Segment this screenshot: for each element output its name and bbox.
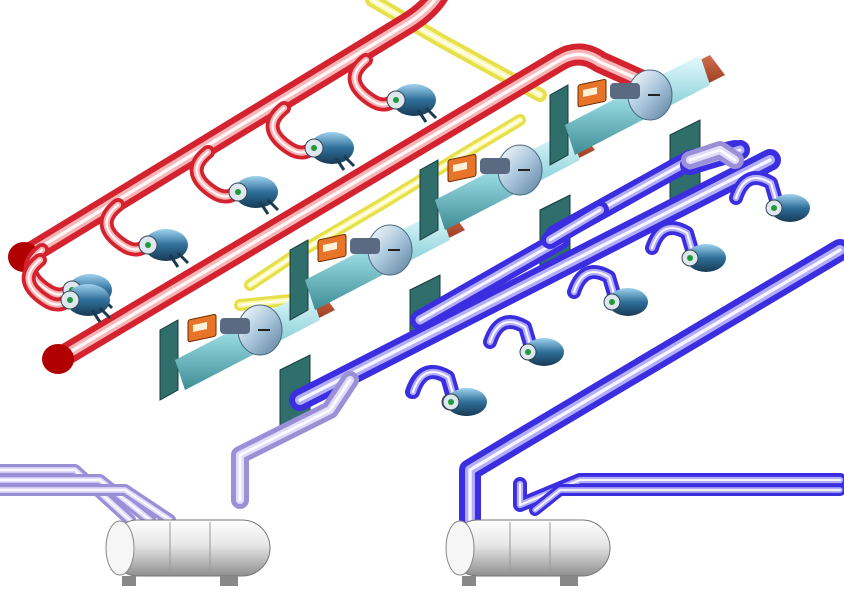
panel-screen bbox=[193, 322, 207, 332]
panel-screen bbox=[453, 162, 467, 172]
cold-side-pump[interactable] bbox=[567, 265, 648, 316]
cold-side-pump[interactable] bbox=[483, 315, 564, 366]
pump-loop bbox=[729, 171, 783, 207]
chiller-bank bbox=[159, 55, 725, 436]
hot-header-upper bbox=[15, 0, 448, 267]
motor bbox=[220, 318, 250, 334]
yellow-line bbox=[244, 114, 526, 291]
motor bbox=[480, 158, 510, 174]
pump-body bbox=[392, 84, 436, 116]
storage-tank-group bbox=[105, 519, 611, 586]
panel-screen bbox=[323, 242, 337, 252]
pump-body bbox=[144, 229, 188, 261]
yellow-line bbox=[365, 0, 547, 102]
pump-indicator-icon bbox=[393, 97, 399, 103]
chiller-unit[interactable] bbox=[549, 55, 725, 201]
hot-side-pump[interactable] bbox=[189, 145, 280, 215]
pump-foot bbox=[168, 251, 190, 268]
pump-loop bbox=[567, 265, 621, 301]
pump-indicator-icon bbox=[771, 205, 777, 211]
motor bbox=[610, 83, 640, 99]
pump-indicator-icon bbox=[609, 299, 615, 305]
pump-body bbox=[686, 244, 726, 272]
hot-side-pump[interactable] bbox=[347, 53, 438, 123]
control-panel[interactable] bbox=[317, 233, 347, 263]
hot-side-pump[interactable] bbox=[21, 253, 112, 323]
pump-body bbox=[310, 132, 354, 164]
pump-body bbox=[447, 388, 487, 416]
yellow-line bbox=[234, 294, 296, 311]
cold-branch bbox=[541, 201, 609, 249]
auxiliary-yellow-lines bbox=[234, 0, 547, 311]
pump-body bbox=[770, 194, 810, 222]
return-line bbox=[0, 464, 136, 526]
return-line bbox=[0, 484, 176, 526]
cold-side-pump[interactable] bbox=[645, 221, 726, 272]
tank-end bbox=[445, 520, 475, 576]
pump-indicator-icon bbox=[525, 349, 531, 355]
storage-tank[interactable] bbox=[445, 519, 611, 586]
return-line bbox=[231, 371, 359, 509]
motor bbox=[350, 238, 380, 254]
frame-plate bbox=[419, 159, 439, 241]
cold-header-upper bbox=[289, 149, 781, 411]
panel-screen bbox=[583, 87, 597, 97]
hot-side-pump[interactable] bbox=[265, 101, 356, 171]
tank-foot bbox=[462, 576, 476, 586]
pump-foot bbox=[416, 106, 438, 123]
storage-tank[interactable] bbox=[105, 519, 271, 586]
pump-loop bbox=[483, 315, 537, 351]
cold-header-lower bbox=[459, 239, 844, 531]
pump-body bbox=[66, 284, 110, 316]
frame-plate bbox=[549, 84, 569, 166]
pump-indicator-icon bbox=[311, 145, 317, 151]
hot-header-lower bbox=[49, 43, 651, 369]
tank-foot bbox=[220, 576, 238, 586]
cold-side-pump[interactable] bbox=[729, 171, 810, 222]
tank-foot bbox=[122, 576, 136, 586]
pump-foot bbox=[258, 198, 280, 215]
hot-water-header-group bbox=[8, 0, 651, 374]
pump-body bbox=[524, 338, 564, 366]
pump-body bbox=[608, 288, 648, 316]
return-line bbox=[681, 141, 744, 169]
frame-plate bbox=[159, 319, 179, 401]
pump-foot bbox=[90, 306, 112, 323]
frame-plate bbox=[289, 239, 309, 321]
pump-body bbox=[234, 176, 278, 208]
tank-end bbox=[105, 520, 135, 576]
hot-side-pump[interactable] bbox=[99, 198, 190, 268]
pump-loop bbox=[406, 365, 460, 401]
control-panel[interactable] bbox=[577, 78, 607, 108]
pump-indicator-icon bbox=[235, 189, 241, 195]
pump-indicator-icon bbox=[145, 242, 151, 248]
control-panel[interactable] bbox=[187, 313, 217, 343]
cold-side-pump[interactable] bbox=[406, 365, 487, 416]
chilled-water-header-group bbox=[0, 140, 844, 531]
tank-foot bbox=[560, 576, 578, 586]
pump-foot bbox=[334, 154, 356, 171]
return-line bbox=[0, 474, 156, 526]
cold-feed bbox=[529, 484, 844, 516]
pipe-end-cap bbox=[42, 344, 74, 374]
pump-loop bbox=[645, 221, 699, 257]
control-panel[interactable] bbox=[447, 153, 477, 183]
cold-branch bbox=[410, 230, 570, 330]
pump-indicator-icon bbox=[448, 399, 454, 405]
pump-indicator-icon bbox=[67, 297, 73, 303]
pump-indicator-icon bbox=[687, 255, 693, 261]
